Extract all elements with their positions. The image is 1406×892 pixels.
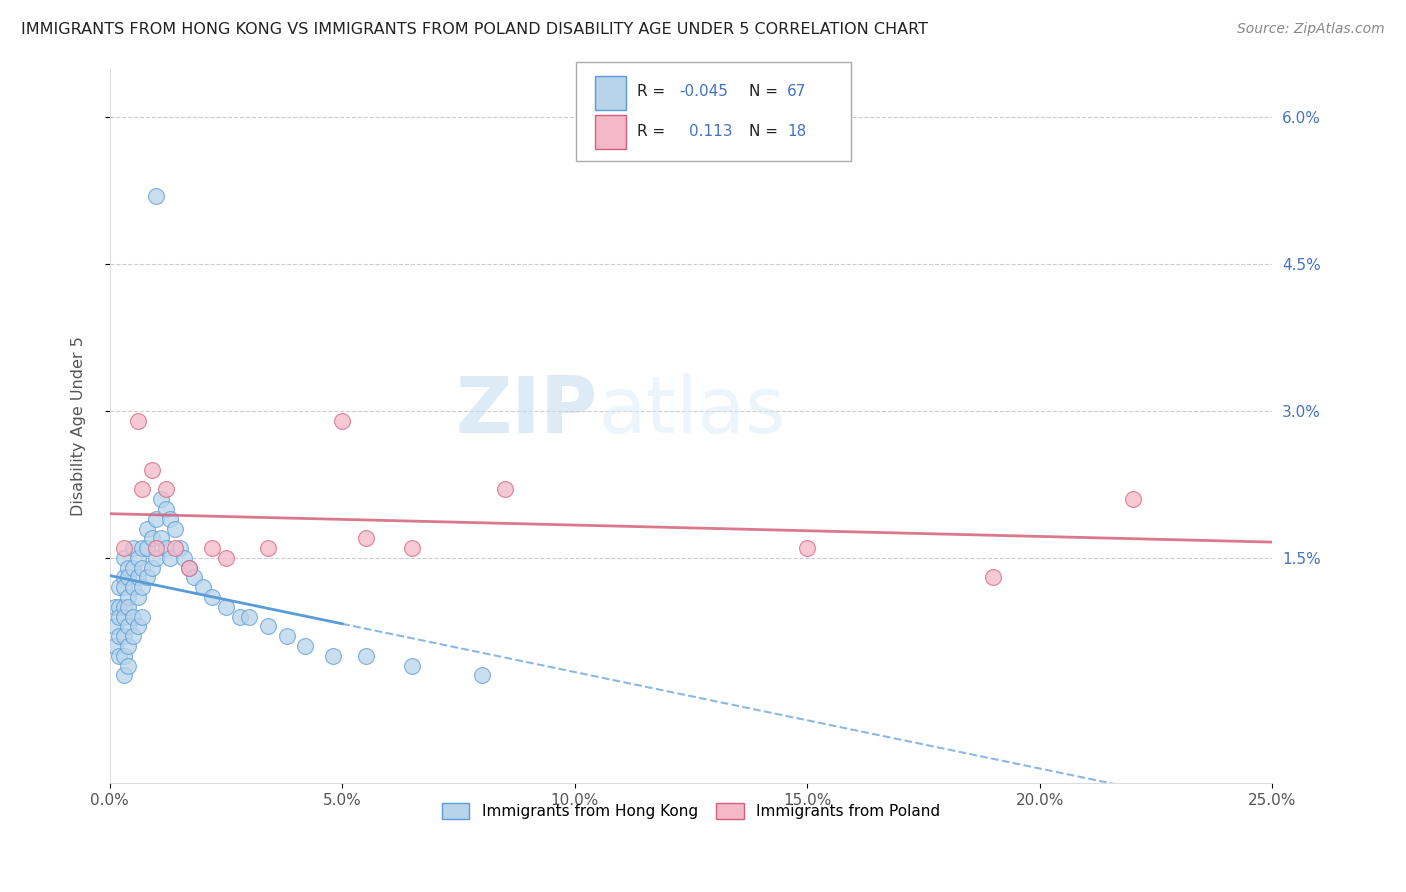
Point [127, 570, 149, 584]
Point [215, 599, 238, 614]
Point [112, 570, 135, 584]
Point [169, 541, 191, 555]
Point [108, 580, 131, 594]
Point [122, 560, 145, 574]
Text: R =: R = [637, 124, 665, 138]
Point [145, 541, 167, 555]
Point [981, 570, 1004, 584]
Point [141, 532, 163, 546]
Point [150, 532, 173, 546]
Point [131, 560, 153, 574]
Point [136, 570, 159, 584]
Point [354, 532, 377, 546]
Point [322, 648, 344, 663]
Point [201, 541, 224, 555]
Point [229, 609, 252, 624]
Point [294, 639, 316, 653]
Point [131, 609, 153, 624]
Point [155, 541, 177, 555]
Point [112, 541, 135, 555]
Point [163, 541, 186, 555]
Point [122, 629, 145, 643]
Point [117, 560, 139, 574]
Point [103, 619, 125, 633]
Point [117, 570, 139, 584]
Point [141, 463, 163, 477]
Point [159, 550, 181, 565]
Point [173, 550, 195, 565]
Point [131, 580, 153, 594]
Point [131, 483, 153, 497]
Point [136, 522, 159, 536]
Point [276, 629, 298, 643]
Point [108, 609, 131, 624]
Point [112, 609, 135, 624]
Point [238, 609, 260, 624]
Point [108, 599, 131, 614]
Point [117, 639, 139, 653]
Text: atlas: atlas [598, 374, 786, 450]
Point [401, 541, 423, 555]
Text: 67: 67 [787, 85, 807, 99]
Point [177, 560, 200, 574]
Point [131, 541, 153, 555]
Point [103, 639, 125, 653]
Point [145, 550, 167, 565]
Point [127, 550, 149, 565]
Point [494, 483, 516, 497]
Point [122, 541, 145, 555]
Legend: Immigrants from Hong Kong, Immigrants from Poland: Immigrants from Hong Kong, Immigrants fr… [436, 797, 946, 825]
Text: -0.045: -0.045 [679, 85, 728, 99]
Point [117, 599, 139, 614]
Point [112, 629, 135, 643]
Text: 18: 18 [787, 124, 807, 138]
Point [112, 668, 135, 682]
Point [127, 590, 149, 604]
Text: ZIP: ZIP [456, 374, 598, 450]
Point [155, 483, 177, 497]
Text: Source: ZipAtlas.com: Source: ZipAtlas.com [1237, 22, 1385, 37]
Point [215, 550, 238, 565]
Point [191, 580, 214, 594]
Point [201, 590, 224, 604]
Point [145, 512, 167, 526]
Point [401, 658, 423, 673]
Point [177, 560, 200, 574]
Point [122, 609, 145, 624]
Point [112, 599, 135, 614]
Point [112, 648, 135, 663]
Point [108, 648, 131, 663]
Point [127, 619, 149, 633]
Point [103, 599, 125, 614]
Y-axis label: Disability Age Under 5: Disability Age Under 5 [72, 336, 86, 516]
Point [163, 522, 186, 536]
Text: N =: N = [749, 124, 779, 138]
Point [112, 580, 135, 594]
Point [117, 658, 139, 673]
Point [112, 550, 135, 565]
Point [796, 541, 818, 555]
Point [257, 619, 280, 633]
Point [117, 619, 139, 633]
Text: N =: N = [749, 85, 779, 99]
Point [150, 492, 173, 507]
Text: 0.113: 0.113 [689, 124, 733, 138]
Text: R =: R = [637, 85, 665, 99]
Point [122, 580, 145, 594]
Point [159, 512, 181, 526]
Point [1122, 492, 1144, 507]
Point [330, 414, 353, 428]
Point [354, 648, 377, 663]
Point [183, 570, 205, 584]
Point [471, 668, 494, 682]
Point [117, 590, 139, 604]
Point [141, 560, 163, 574]
Point [127, 414, 149, 428]
Point [257, 541, 280, 555]
Point [145, 188, 167, 202]
Point [136, 541, 159, 555]
Text: IMMIGRANTS FROM HONG KONG VS IMMIGRANTS FROM POLAND DISABILITY AGE UNDER 5 CORRE: IMMIGRANTS FROM HONG KONG VS IMMIGRANTS … [21, 22, 928, 37]
Point [108, 629, 131, 643]
Point [155, 502, 177, 516]
